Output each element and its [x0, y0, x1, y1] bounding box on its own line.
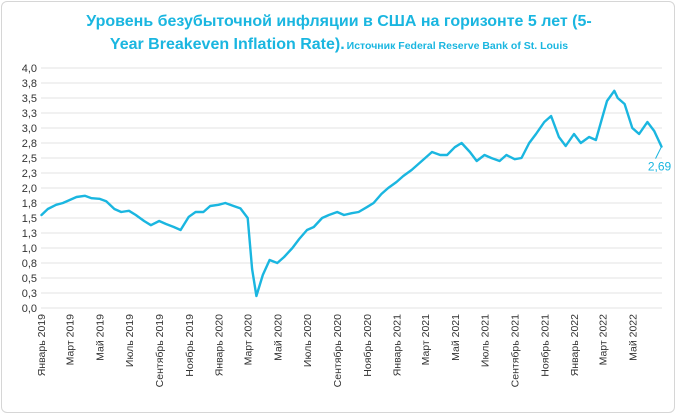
y-tick-label: 1,8 — [22, 198, 37, 210]
series-line — [40, 89, 663, 298]
end-value-label: 2,69 — [648, 160, 672, 174]
y-tick-label: 3,8 — [22, 78, 37, 90]
x-tick-label: Июль 2019 — [124, 314, 136, 367]
x-tick-label: Март 2022 — [598, 314, 610, 366]
title-line-1: Уровень безубыточной инфляции в США на г… — [86, 13, 592, 30]
title-line-2-text: Year Breakeven Inflation Rate). — [109, 36, 345, 53]
x-tick-label: Май 2020 — [272, 314, 284, 361]
x-tick-label: Март 2020 — [243, 314, 255, 366]
x-tick-label: Июль 2021 — [480, 314, 492, 367]
source-note: Источник Federal Reserve Bank of St. Lou… — [346, 40, 569, 52]
y-tick-label: 2,0 — [22, 183, 37, 195]
x-tick-label: Май 2021 — [450, 314, 462, 361]
y-tick-label: 2,3 — [22, 168, 37, 180]
y-tick-label: 2,8 — [22, 138, 37, 150]
y-tick-label: 3,5 — [22, 93, 37, 105]
x-tick-label: Январь 2019 — [36, 314, 48, 376]
y-tick-label: 0,0 — [22, 303, 37, 315]
y-tick-label: 0,8 — [22, 258, 37, 270]
x-tick-label: Январь 2020 — [213, 314, 225, 376]
x-tick-label: Сентябрь 2020 — [332, 314, 344, 387]
x-tick-label: Март 2019 — [65, 314, 77, 366]
x-tick-label: Январь 2022 — [569, 314, 581, 376]
y-tick-label: 3,3 — [22, 108, 37, 120]
x-tick-label: Ноябрь 2019 — [184, 314, 196, 377]
y-tick-label: 3,0 — [22, 123, 37, 135]
y-tick-label: 2,5 — [22, 153, 37, 165]
y-tick-label: 1,3 — [22, 228, 37, 240]
x-tick-label: Ноябрь 2020 — [362, 314, 374, 377]
x-tick-label: Май 2019 — [94, 314, 106, 361]
x-tick-label: Май 2022 — [627, 314, 639, 361]
x-tick-label: Январь 2021 — [391, 314, 403, 376]
y-tick-label: 1,5 — [22, 213, 37, 225]
y-tick-label: 0,5 — [22, 273, 37, 285]
chart-title: Уровень безубыточной инфляции в США на г… — [0, 10, 678, 58]
x-tick-label: Март 2021 — [420, 314, 432, 366]
x-tick-label: Сентябрь 2019 — [154, 314, 166, 387]
end-label-leader — [655, 146, 662, 159]
x-tick-label: Сентябрь 2021 — [510, 314, 522, 387]
x-tick-label: Ноябрь 2021 — [539, 314, 551, 377]
title-line-2: Year Breakeven Inflation Rate). Источник … — [0, 33, 678, 58]
y-tick-label: 1,0 — [22, 243, 37, 255]
y-tick-label: 0,3 — [22, 288, 37, 300]
x-tick-label: Июль 2020 — [302, 314, 314, 367]
y-tick-label: 4,0 — [22, 63, 37, 75]
